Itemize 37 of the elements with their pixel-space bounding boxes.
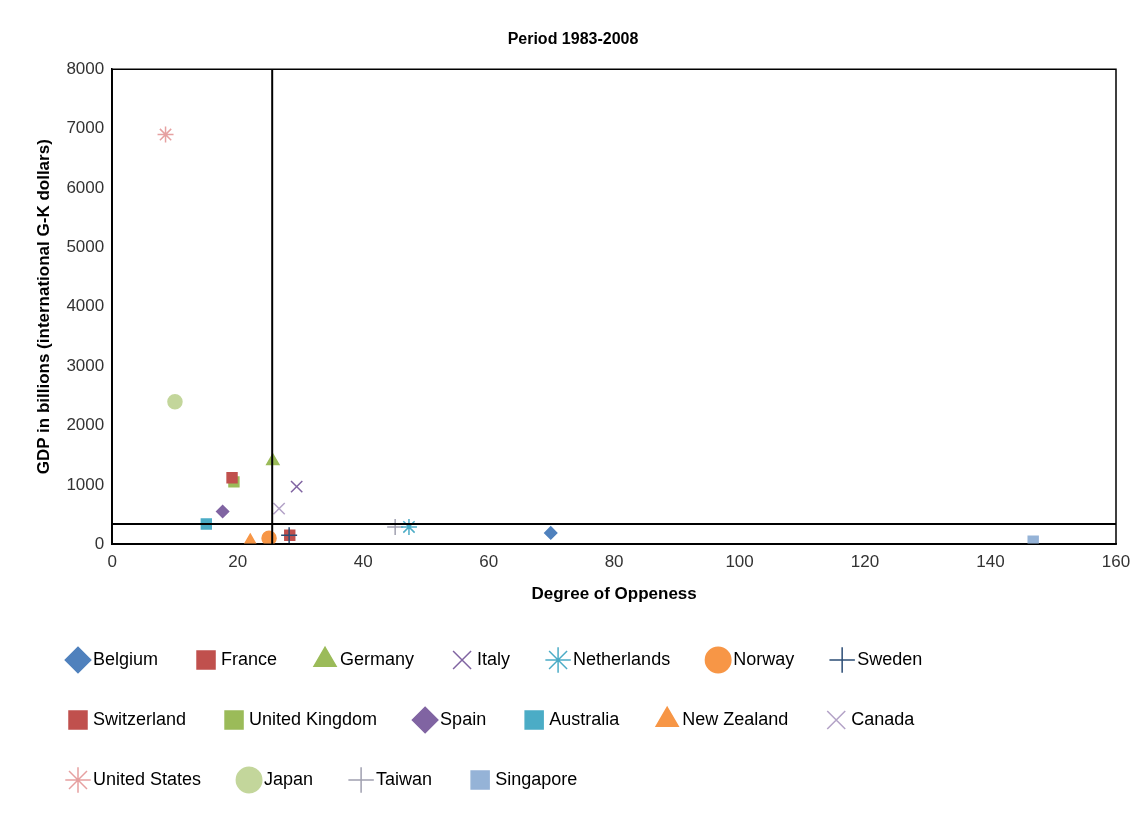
y-tick-label: 1000 bbox=[66, 474, 105, 494]
x-tick-label: 40 bbox=[353, 552, 373, 572]
legend-label: Japan bbox=[264, 768, 314, 789]
x-axis-title: Degree of Oppeness bbox=[531, 584, 697, 604]
legend-label: Taiwan bbox=[376, 768, 433, 789]
legend-label: United Kingdom bbox=[249, 708, 378, 729]
y-tick-label: 2000 bbox=[66, 415, 105, 435]
x-tick-label: 160 bbox=[1101, 552, 1131, 572]
legend-label: New Zealand bbox=[682, 708, 789, 729]
legend-label: Germany bbox=[340, 648, 415, 669]
y-tick-label: 4000 bbox=[66, 296, 105, 316]
legend-label: United States bbox=[93, 768, 202, 789]
legend-label: Netherlands bbox=[573, 648, 671, 669]
legend-label: Canada bbox=[851, 708, 916, 729]
y-tick-label: 5000 bbox=[66, 237, 105, 257]
x-tick-label: 60 bbox=[479, 552, 499, 572]
y-tick-label: 6000 bbox=[66, 177, 105, 197]
y-tick-label: 8000 bbox=[66, 58, 105, 78]
legend-label: Norway bbox=[733, 648, 795, 669]
y-tick-label: 7000 bbox=[66, 118, 105, 138]
legend-label: Australia bbox=[549, 708, 621, 729]
x-tick-label: 140 bbox=[976, 552, 1005, 572]
x-tick-label: 120 bbox=[850, 552, 880, 572]
y-tick-label: 3000 bbox=[66, 355, 105, 375]
chart-title: Period 1983-2008 bbox=[507, 30, 639, 48]
legend-label: Sweden bbox=[857, 648, 923, 669]
legend-label: Singapore bbox=[495, 768, 578, 789]
y-axis-title: GDP in billions (international G-K dollars) bbox=[33, 139, 53, 475]
x-tick-label: 100 bbox=[725, 552, 754, 572]
y-tick-label: 0 bbox=[94, 533, 105, 553]
legend-label: Switzerland bbox=[93, 708, 187, 729]
legend-label: France bbox=[221, 648, 278, 669]
legend-label: Italy bbox=[477, 648, 511, 669]
legend-label: Spain bbox=[440, 708, 487, 729]
x-tick-label: 80 bbox=[604, 552, 624, 572]
legend-label: Belgium bbox=[93, 648, 159, 669]
x-tick-label: 20 bbox=[228, 552, 248, 572]
